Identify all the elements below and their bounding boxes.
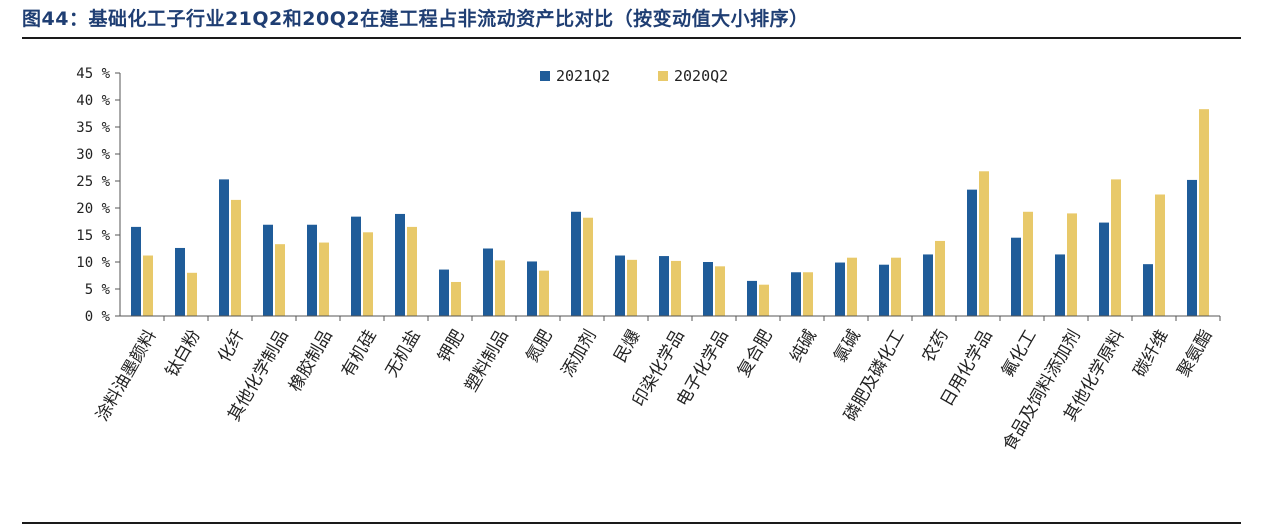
bar-2021Q2-21 <box>1055 254 1065 316</box>
bar-2020Q2-20 <box>1023 211 1033 316</box>
bar-2021Q2-18 <box>923 254 933 316</box>
x-category-label: 化纤 <box>214 327 248 366</box>
bar-2020Q2-0 <box>143 255 153 316</box>
bar-2020Q2-9 <box>539 270 549 316</box>
y-tick-label: 0 % <box>85 309 111 325</box>
bottom-divider <box>22 522 1241 524</box>
legend-label-2021Q2: 2021Q2 <box>556 67 610 85</box>
y-tick-label: 40 % <box>76 93 110 109</box>
x-category-label: 橡胶制品 <box>285 327 336 396</box>
y-tick-label: 45 % <box>76 66 110 82</box>
x-category-label: 无机盐 <box>382 327 425 381</box>
bar-2020Q2-18 <box>935 240 945 316</box>
x-category-label: 钛白粉 <box>162 327 205 381</box>
x-category-label: 钾肥 <box>434 327 468 366</box>
y-tick-label: 20 % <box>76 201 110 217</box>
x-category-label: 涂料油墨颜料 <box>92 327 160 425</box>
bar-2021Q2-19 <box>967 189 977 316</box>
legend-label-2020Q2: 2020Q2 <box>674 67 728 85</box>
bar-2020Q2-13 <box>715 266 725 316</box>
y-tick-label: 10 % <box>76 255 110 271</box>
bar-2021Q2-6 <box>395 213 405 316</box>
x-category-label: 复合肥 <box>734 327 777 381</box>
x-category-label: 氯碱 <box>830 327 864 366</box>
x-category-label: 农药 <box>918 327 952 366</box>
bar-2020Q2-7 <box>451 281 461 316</box>
bar-2020Q2-1 <box>187 272 197 316</box>
bar-2020Q2-11 <box>627 259 637 316</box>
bar-2021Q2-8 <box>483 248 493 316</box>
title-divider <box>22 37 1241 39</box>
bar-2020Q2-22 <box>1111 179 1121 316</box>
bar-2020Q2-24 <box>1199 109 1209 317</box>
bar-2021Q2-17 <box>879 264 889 316</box>
bar-2020Q2-12 <box>671 260 681 316</box>
bar-2020Q2-19 <box>979 171 989 316</box>
x-category-label: 添加剂 <box>558 327 601 381</box>
bar-2020Q2-17 <box>891 257 901 316</box>
x-category-label: 塑料制品 <box>461 327 512 396</box>
bar-2020Q2-4 <box>319 242 329 316</box>
bar-2021Q2-12 <box>659 256 669 316</box>
x-category-label: 氮肥 <box>522 327 556 366</box>
bar-2021Q2-24 <box>1187 179 1197 316</box>
bar-2021Q2-23 <box>1143 264 1153 316</box>
bar-2021Q2-5 <box>351 216 361 316</box>
bar-2020Q2-21 <box>1067 213 1077 316</box>
bar-2021Q2-4 <box>307 224 317 316</box>
bar-2020Q2-14 <box>759 284 769 316</box>
bar-2020Q2-6 <box>407 226 417 316</box>
bar-2021Q2-13 <box>703 262 713 316</box>
bar-2021Q2-1 <box>175 247 185 316</box>
bar-2020Q2-23 <box>1155 194 1165 316</box>
x-category-label: 纯碱 <box>786 327 820 366</box>
legend-swatch-2020Q2 <box>658 71 668 81</box>
y-tick-label: 30 % <box>76 147 110 163</box>
bar-2021Q2-16 <box>835 262 845 316</box>
legend-swatch-2021Q2 <box>540 71 550 81</box>
bar-2020Q2-2 <box>231 199 241 316</box>
y-tick-label: 5 % <box>85 282 111 298</box>
bar-2020Q2-5 <box>363 232 373 316</box>
bar-2020Q2-10 <box>583 217 593 316</box>
x-category-label: 民爆 <box>610 327 644 366</box>
x-category-label: 碳纤维 <box>1130 327 1173 381</box>
y-tick-label: 15 % <box>76 228 110 244</box>
bar-2020Q2-8 <box>495 260 505 316</box>
y-tick-label: 25 % <box>76 174 110 190</box>
bar-2021Q2-9 <box>527 261 537 316</box>
bar-2021Q2-20 <box>1011 237 1021 316</box>
x-category-label: 氟化工 <box>998 327 1041 381</box>
bar-2020Q2-15 <box>803 272 813 316</box>
bar-2021Q2-3 <box>263 224 273 316</box>
bar-2021Q2-2 <box>219 179 229 316</box>
bar-2021Q2-0 <box>131 226 141 316</box>
y-tick-label: 35 % <box>76 120 110 136</box>
bars-group <box>131 109 1209 317</box>
bar-2021Q2-11 <box>615 255 625 316</box>
bar-2021Q2-7 <box>439 269 449 316</box>
bar-2021Q2-15 <box>791 272 801 316</box>
y-axis: 0 % 5 % 10 % 15 % 20 % 25 % 30 % 35 % 40 % 45 % <box>76 66 121 325</box>
x-category-label: 聚氨酯 <box>1174 327 1217 381</box>
bar-2021Q2-10 <box>571 211 581 316</box>
legend: 2021Q2 2020Q2 <box>540 67 728 85</box>
bar-2020Q2-16 <box>847 257 857 316</box>
bar-2021Q2-22 <box>1099 222 1109 316</box>
x-category-label: 有机硅 <box>338 327 381 381</box>
page-title: 图44：基础化工子行业21Q2和20Q2在建工程占非流动资产比对比（按变动值大小… <box>22 8 809 30</box>
bar-2021Q2-14 <box>747 280 757 316</box>
bar-2020Q2-3 <box>275 244 285 316</box>
